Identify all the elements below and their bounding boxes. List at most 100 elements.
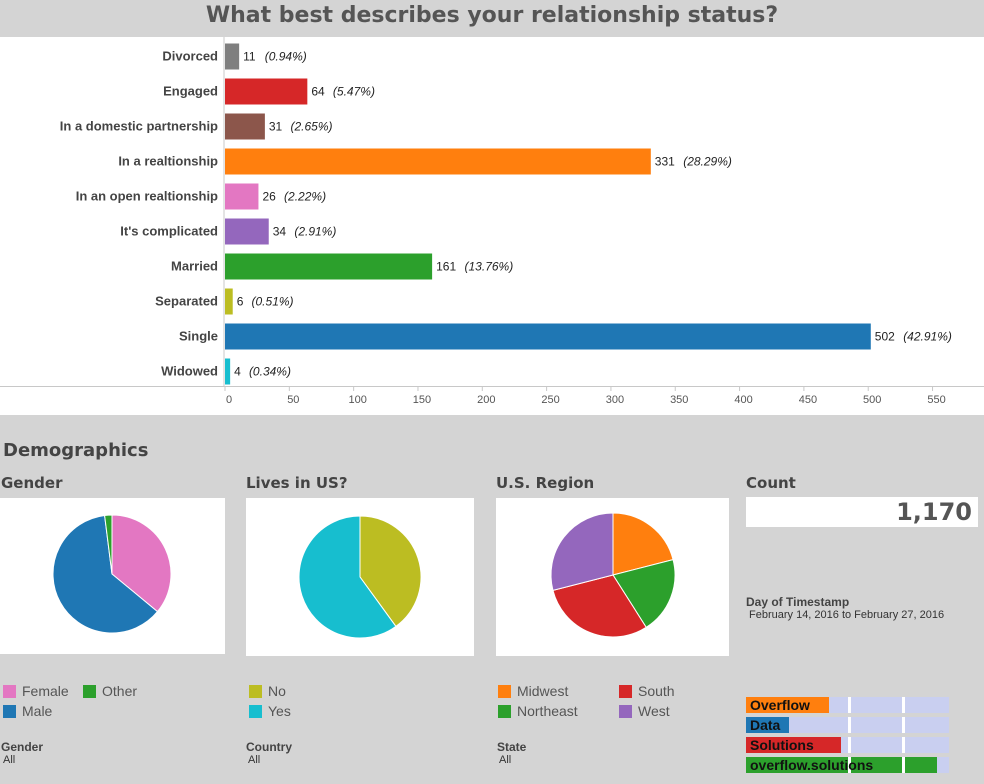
category-label: It's complicated — [120, 224, 218, 239]
bar[interactable] — [225, 113, 265, 140]
x-tick-label: 250 — [541, 394, 559, 406]
bar-value-label: 502 — [875, 330, 895, 344]
state-filter-value[interactable]: All — [499, 754, 512, 766]
gender-pie-chart[interactable] — [0, 498, 225, 654]
bar-value-label: 34 — [273, 225, 287, 239]
legend-label: Male — [22, 703, 53, 719]
gender-legend: Female Other Male — [3, 683, 243, 723]
female-swatch — [3, 685, 16, 698]
relationship-bar-chart: Divorced 11 (0.94%)Engaged 64 (5.47%)In a do… — [0, 37, 984, 415]
axis-background — [0, 386, 984, 415]
brand-text: Data — [750, 717, 781, 733]
bar-value-label: 31 — [269, 120, 283, 134]
male-swatch — [3, 705, 16, 718]
bar-percent-label: (13.76%) — [465, 260, 514, 274]
gender-title: Gender — [1, 474, 63, 492]
x-tick-label: 550 — [927, 394, 945, 406]
west-swatch — [619, 705, 632, 718]
state-filter-label: State — [497, 740, 527, 754]
bar-value-label: 6 — [237, 295, 244, 309]
x-tick-label: 100 — [348, 394, 366, 406]
bar-percent-label: (0.34%) — [249, 365, 291, 379]
brand-row-divider — [902, 757, 905, 773]
no-swatch — [249, 685, 262, 698]
pie-slice-midwest[interactable] — [612, 512, 674, 576]
legend-item-no[interactable]: No — [249, 683, 286, 699]
bar-value-label: 26 — [262, 190, 276, 204]
us-region-legend: Midwest South Northeast West — [498, 683, 738, 723]
lives-in-us-title: Lives in US? — [246, 474, 348, 492]
bar[interactable] — [225, 288, 233, 315]
demographics-heading: Demographics — [3, 440, 149, 461]
pie-slice-south[interactable] — [552, 574, 647, 638]
bar[interactable] — [225, 148, 651, 175]
bar-percent-label: (5.47%) — [333, 85, 375, 99]
bar[interactable] — [225, 323, 871, 350]
pie-slice-other[interactable] — [104, 514, 113, 575]
legend-label: South — [638, 683, 675, 699]
bar-value-label: 4 — [234, 365, 241, 379]
legend-item-female[interactable]: Female — [3, 683, 69, 699]
country-filter-label: Country — [246, 740, 292, 754]
brand-row-data: Data — [746, 717, 949, 733]
bar[interactable] — [225, 183, 259, 210]
legend-label: Northeast — [517, 703, 578, 719]
category-label: Married — [171, 259, 218, 274]
bar[interactable] — [225, 358, 231, 385]
pie-slice-no[interactable] — [359, 515, 422, 628]
category-label: Single — [179, 329, 218, 344]
day-of-timestamp-label: Day of Timestamp — [746, 595, 850, 609]
pie-slice-female[interactable] — [111, 514, 172, 613]
category-label: In a realtionship — [118, 154, 218, 169]
bar-value-label: 331 — [655, 155, 675, 169]
us-region-pie-chart[interactable] — [496, 498, 729, 656]
legend-item-midwest[interactable]: Midwest — [498, 683, 568, 699]
legend-label: West — [638, 703, 670, 719]
brand-row-divider — [848, 757, 851, 773]
pie-slice-northeast[interactable] — [612, 558, 676, 629]
x-tick-label: 500 — [863, 394, 881, 406]
bar-percent-label: (28.29%) — [683, 155, 732, 169]
pie-slice-male[interactable] — [52, 514, 159, 634]
legend-item-west[interactable]: West — [619, 703, 670, 719]
pie-slice-west[interactable] — [550, 512, 614, 592]
x-tick-label: 0 — [226, 394, 232, 406]
brand-text: Solutions — [750, 737, 814, 753]
bar[interactable] — [225, 43, 240, 70]
brand-row-fill — [746, 757, 937, 773]
x-tick-label: 350 — [670, 394, 688, 406]
x-tick-label: 400 — [734, 394, 752, 406]
brand-row-overflow: Overflow — [746, 697, 949, 713]
legend-item-yes[interactable]: Yes — [249, 703, 291, 719]
brand-text: overflow.solutions — [750, 757, 874, 773]
x-tick-label: 150 — [413, 394, 431, 406]
bar-percent-label: (2.22%) — [284, 190, 326, 204]
gender-filter-label: Gender — [1, 740, 44, 754]
bar-percent-label: (2.65%) — [290, 120, 332, 134]
bar[interactable] — [225, 218, 269, 245]
bar[interactable] — [225, 78, 308, 105]
brand-row-bg — [746, 717, 949, 733]
legend-item-other[interactable]: Other — [83, 683, 137, 699]
day-of-timestamp-range[interactable]: February 14, 2016 to February 27, 2016 — [749, 609, 945, 621]
x-tick-label: 300 — [606, 394, 624, 406]
south-swatch — [619, 685, 632, 698]
count-value: 1,170 — [746, 497, 978, 527]
bar[interactable] — [225, 253, 433, 280]
pie-slice-yes[interactable] — [298, 515, 397, 639]
brand-row-divider — [848, 717, 851, 733]
x-tick-label: 50 — [287, 394, 299, 406]
us-region-title: U.S. Region — [496, 474, 595, 492]
lives-in-us-pie-chart[interactable] — [246, 498, 474, 656]
chart-title: What best describes your relationship st… — [205, 3, 779, 28]
bar-percent-label: (0.94%) — [265, 50, 307, 64]
legend-item-northeast[interactable]: Northeast — [498, 703, 578, 719]
brand-row-fill — [746, 717, 789, 733]
legend-label: Midwest — [517, 683, 569, 699]
brand-row-solutions: Solutions — [746, 737, 949, 753]
legend-item-south[interactable]: South — [619, 683, 675, 699]
gender-filter-value[interactable]: All — [3, 754, 16, 766]
legend-item-male[interactable]: Male — [3, 703, 52, 719]
brand-text: Overflow — [750, 697, 810, 713]
country-filter-value[interactable]: All — [248, 754, 261, 766]
